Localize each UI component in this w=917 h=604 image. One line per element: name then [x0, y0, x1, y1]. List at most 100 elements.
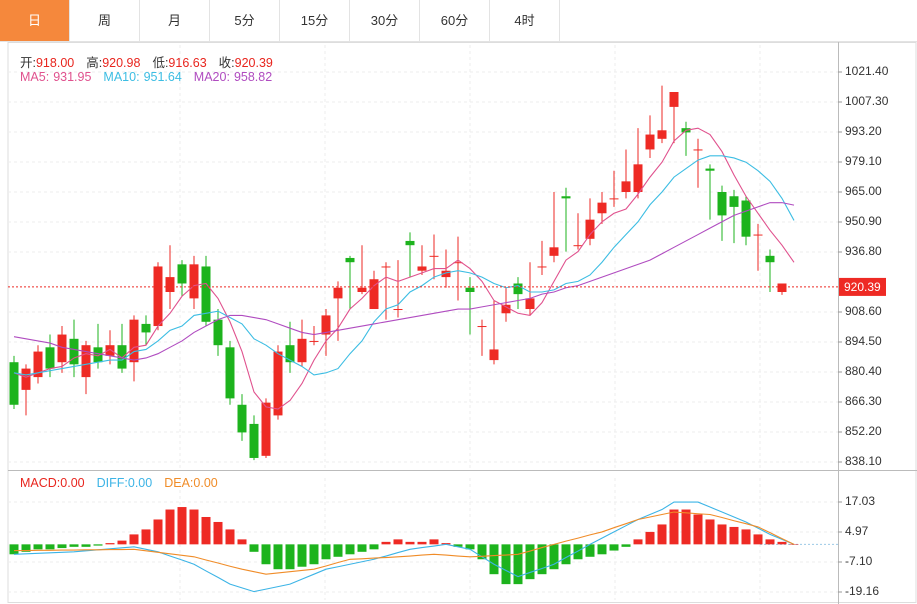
candle-body	[189, 264, 199, 299]
macd-bar	[141, 529, 151, 545]
candle-body	[117, 345, 127, 369]
macd-bar	[573, 544, 583, 560]
candle-body	[429, 255, 439, 257]
legend-name: MA5:	[20, 70, 50, 84]
period-tab[interactable]: 日	[0, 0, 70, 41]
macd-bar	[213, 521, 223, 545]
candle-body	[621, 181, 631, 192]
y-tick-label: 979.10	[845, 154, 882, 168]
macd-bar	[189, 509, 199, 545]
info-value: 920.98	[102, 56, 141, 70]
candle-body	[597, 202, 607, 214]
y-tick-label: 894.50	[845, 334, 882, 348]
macd-bar	[477, 544, 487, 560]
macd-bar	[765, 539, 775, 545]
macd-bar	[513, 544, 523, 585]
candle-body	[657, 130, 667, 139]
candle-body	[153, 266, 163, 327]
candle-body	[705, 168, 715, 171]
period-tab[interactable]: 60分	[420, 0, 490, 41]
candle-body	[105, 345, 115, 356]
candle-body	[633, 164, 643, 192]
candle-body	[357, 287, 367, 292]
candle-body	[417, 266, 427, 271]
macd-bar	[621, 544, 631, 547]
candle-body	[273, 351, 283, 416]
macd-line	[13, 501, 795, 593]
candle-body	[741, 200, 751, 237]
macd-bar	[717, 524, 727, 545]
macd-bar	[381, 541, 391, 545]
macd-bar	[249, 544, 259, 552]
candle-body	[549, 247, 559, 256]
y-tick-label: 1021.40	[845, 64, 889, 78]
macd-bar	[201, 516, 211, 545]
candle-body	[453, 262, 463, 264]
macd-bar	[45, 544, 55, 550]
period-tab[interactable]: 15分	[280, 0, 350, 41]
y-tick-label: 880.40	[845, 364, 882, 378]
y-tick-label: 852.20	[845, 424, 882, 438]
legend-item: MA20: 958.82	[194, 70, 272, 84]
candle-body	[345, 257, 355, 263]
candle-body	[237, 404, 247, 433]
ma-legend: MA5: 931.95 MA10: 951.64 MA20: 958.82	[20, 70, 272, 84]
macd-bar	[609, 544, 619, 551]
macd-bar	[21, 544, 31, 552]
legend-value: 951.64	[143, 70, 182, 84]
candle-body	[477, 326, 487, 328]
legend-name: MACD:	[20, 476, 61, 490]
candle-body	[465, 287, 475, 292]
candle-body	[297, 338, 307, 363]
candle-body	[693, 149, 703, 151]
macd-bar	[345, 544, 355, 555]
candle-body	[225, 347, 235, 399]
info-label: 高:	[86, 56, 103, 70]
ma-line	[13, 127, 795, 410]
ohlc-info: 开:918.00 高:920.98 低:916.63 收:920.39	[20, 52, 273, 71]
info-item: 低:916.63	[152, 52, 206, 71]
candle-body	[573, 245, 583, 247]
period-tab[interactable]: 30分	[350, 0, 420, 41]
candle-body	[405, 240, 415, 246]
y-tick-label: 838.10	[845, 454, 882, 468]
legend-name: DEA:	[164, 476, 194, 490]
candle-body	[165, 277, 175, 292]
period-tab[interactable]: 月	[140, 0, 210, 41]
candle-body	[369, 279, 379, 310]
macd-bar	[129, 534, 139, 545]
period-tab[interactable]: 5分	[210, 0, 280, 41]
candle-body	[93, 347, 103, 363]
macd-bar	[465, 544, 475, 550]
macd-bar	[441, 543, 451, 545]
macd-bar	[33, 544, 43, 550]
info-item: 开:918.00	[20, 52, 74, 71]
legend-name: MA20:	[193, 70, 230, 84]
period-tab[interactable]: 周	[70, 0, 140, 41]
candle-body	[129, 319, 139, 363]
candle-body	[717, 192, 727, 216]
candle-body	[69, 338, 79, 365]
legend-value: 0.00	[193, 476, 218, 490]
macd-bar	[177, 507, 187, 545]
candle-body	[753, 234, 763, 236]
candle-body	[513, 283, 523, 295]
macd-bar	[537, 544, 547, 575]
info-label: 收:	[218, 56, 235, 70]
period-tab[interactable]: 4时	[490, 0, 560, 41]
macd-bar	[333, 544, 343, 557]
candle-body	[213, 319, 223, 346]
legend-name: DIFF:	[96, 476, 128, 490]
legend-item: MACD:0.00	[20, 476, 85, 490]
candle-body	[585, 219, 595, 239]
candle-body	[177, 264, 187, 284]
candle-body	[777, 283, 787, 292]
ma-line	[13, 155, 795, 376]
legend-value: 0.00	[60, 476, 85, 490]
legend-item: DEA:0.00	[164, 476, 218, 490]
y-tick-label: 4.97	[845, 524, 869, 538]
macd-bar	[453, 544, 463, 547]
candle-body	[201, 266, 211, 322]
info-item: 高:920.98	[86, 52, 140, 71]
